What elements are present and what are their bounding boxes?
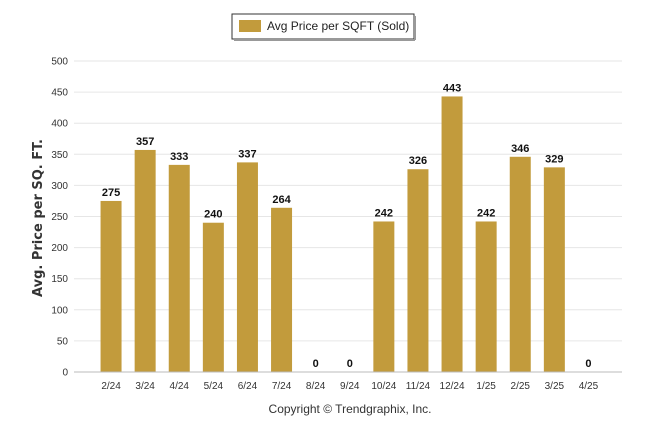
y-tick-label: 300 xyxy=(51,181,68,192)
gridlines xyxy=(74,60,622,342)
bar xyxy=(100,200,122,372)
y-tick-label: 100 xyxy=(51,305,68,316)
x-tick-label: 12/24 xyxy=(440,381,465,392)
y-tick-label: 150 xyxy=(51,274,68,285)
x-tick-label: 5/24 xyxy=(204,381,224,392)
data-label: 0 xyxy=(585,358,591,370)
data-labels: 275 357 333 240 337 264 0 0 242 326 443 242 346 329 0 xyxy=(102,82,592,370)
y-tick-labels: 0 50 100 150 200 250 300 350 400 450 500 xyxy=(51,57,68,379)
x-tick-label: 3/24 xyxy=(135,381,155,392)
x-tick-label: 2/24 xyxy=(101,381,121,392)
x-tick-label: 3/25 xyxy=(545,381,565,392)
y-axis-label: Avg. Price per SQ. FT. xyxy=(31,139,46,297)
bar xyxy=(441,96,463,372)
y-tick-label: 200 xyxy=(51,243,68,254)
x-tick-label: 4/24 xyxy=(170,381,190,392)
y-tick-label: 0 xyxy=(62,368,68,379)
bar xyxy=(509,156,531,372)
data-label: 0 xyxy=(347,358,353,370)
data-label: 240 xyxy=(204,209,222,221)
data-label: 326 xyxy=(409,155,427,167)
x-tick-label: 10/24 xyxy=(371,381,396,392)
bar xyxy=(236,162,258,372)
x-tick-label: 8/24 xyxy=(306,381,326,392)
x-tick-label: 6/24 xyxy=(238,381,258,392)
data-label: 357 xyxy=(136,136,154,148)
x-tick-labels: 2/24 3/24 4/24 5/24 6/24 7/24 8/24 9/24 10/24 11/… xyxy=(101,381,598,392)
x-tick-label: 4/25 xyxy=(579,381,599,392)
x-tick-label: 2/25 xyxy=(511,381,531,392)
bar xyxy=(475,221,497,372)
bars xyxy=(100,96,565,372)
y-tick-label: 400 xyxy=(51,119,68,130)
bar xyxy=(373,221,395,372)
y-tick-label: 50 xyxy=(57,336,69,347)
data-label: 333 xyxy=(170,151,188,163)
data-label: 264 xyxy=(272,194,291,206)
bar xyxy=(271,207,293,372)
legend: Avg Price per SQFT (Sold) xyxy=(231,13,416,41)
data-label: 443 xyxy=(443,82,461,94)
y-tick-label: 450 xyxy=(51,88,68,99)
data-label: 346 xyxy=(511,143,529,155)
data-label: 275 xyxy=(102,187,120,199)
data-label: 242 xyxy=(375,207,393,219)
bar xyxy=(543,167,565,372)
x-tick-label: 1/25 xyxy=(476,381,496,392)
x-tick-label: 7/24 xyxy=(272,381,292,392)
copyright-text: Copyright © Trendgraphix, Inc. xyxy=(269,402,432,416)
x-tick-label: 11/24 xyxy=(406,381,431,392)
y-tick-label: 500 xyxy=(51,57,68,68)
bar xyxy=(134,149,156,372)
data-label: 337 xyxy=(238,148,256,160)
data-label: 0 xyxy=(313,358,319,370)
bar xyxy=(202,222,224,372)
data-label: 242 xyxy=(477,207,495,219)
legend-swatch xyxy=(239,20,261,32)
y-tick-label: 250 xyxy=(51,212,68,223)
x-tick-label: 9/24 xyxy=(340,381,360,392)
data-label: 329 xyxy=(545,153,563,165)
bar xyxy=(168,164,190,372)
y-tick-label: 350 xyxy=(51,150,68,161)
legend-label: Avg Price per SQFT (Sold) xyxy=(267,19,409,33)
bar xyxy=(407,169,429,372)
